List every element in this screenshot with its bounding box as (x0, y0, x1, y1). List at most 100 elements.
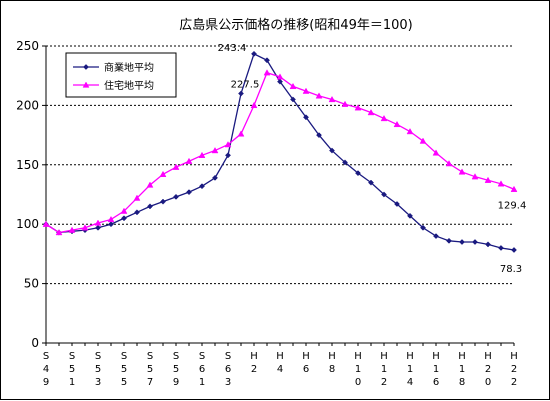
data-point (497, 180, 505, 187)
x-tick-label-char: 9 (173, 377, 179, 388)
data-point (328, 95, 336, 103)
data-point (173, 193, 179, 200)
data-point (199, 183, 205, 190)
x-tick-label-char: H (328, 351, 336, 362)
data-point (83, 64, 89, 70)
x-tick-label: S 6 1 (199, 351, 205, 388)
axes (42, 45, 515, 346)
chart-title: 広島県公示価格の推移(昭和49年＝100) (179, 17, 413, 33)
x-tick-label-char: H (380, 351, 388, 362)
x-tick-label-char: H (406, 351, 414, 362)
x-tick-label-char: H (250, 351, 258, 362)
legend-label: 商業地平均 (104, 61, 154, 74)
data-point (94, 219, 102, 226)
x-tick-label-char: 5 (95, 364, 101, 375)
data-point (160, 198, 166, 205)
x-tick-label-char: H (458, 351, 466, 362)
x-tick-label-char: 6 (433, 377, 439, 388)
data-point (342, 159, 348, 166)
data-point (302, 87, 310, 94)
data-point (237, 130, 245, 137)
x-tick-label-char: H (354, 351, 362, 362)
x-tick-label-char: 6 (199, 364, 205, 375)
x-tick-label-char: 1 (433, 364, 439, 375)
data-point (95, 224, 101, 231)
x-tick-label-char: 5 (147, 364, 153, 375)
data-point (446, 237, 452, 244)
x-tick-label-char: 7 (147, 377, 153, 388)
x-tick-label-char: 3 (95, 377, 101, 388)
data-point (251, 50, 257, 57)
data-point (381, 191, 387, 198)
x-tick-label-char: S (95, 351, 101, 362)
data-point (407, 212, 413, 219)
data-point (433, 233, 439, 240)
x-tick-label-char: 1 (407, 364, 413, 375)
data-point (172, 163, 180, 170)
data-point (459, 239, 465, 245)
series-residential (42, 69, 518, 236)
legend-label: 住宅地平均 (104, 79, 154, 92)
data-point (198, 151, 206, 158)
x-tick-label-char: S (69, 351, 75, 362)
data-point (82, 81, 90, 88)
data-point (238, 90, 244, 97)
x-tick-label-char: 6 (225, 364, 231, 375)
data-point (485, 241, 491, 248)
data-point (303, 114, 309, 121)
x-tick-label: H 2 0 (484, 351, 492, 388)
x-tick-label-char: S (173, 351, 179, 362)
data-point (133, 194, 141, 201)
x-tick-label-char: 2 (251, 364, 257, 375)
x-tick-label: H4 (276, 351, 284, 375)
x-tick-label: S 5 3 (95, 351, 101, 388)
y-tick-label: 150 (16, 158, 39, 172)
data-point (355, 170, 361, 177)
data-point (121, 215, 127, 222)
data-point (42, 220, 50, 227)
data-label: 78.3 (500, 264, 522, 275)
series (42, 50, 518, 253)
data-point (354, 104, 362, 111)
x-tick-label-char: S (121, 351, 127, 362)
x-tick-labels: S49S51S53S55S57S59S61S63H2H4H6H8H10H12H1… (43, 351, 518, 388)
data-point (55, 229, 63, 236)
x-tick-label: H 1 4 (406, 351, 414, 388)
y-tick-labels: 0 50 100 150 200 250 (16, 39, 39, 350)
data-point (290, 96, 296, 103)
x-tick-label-char: S (147, 351, 153, 362)
data-point (263, 69, 271, 76)
x-tick-label-char: S (225, 351, 231, 362)
data-point (511, 247, 517, 253)
x-tick-label-char: H (432, 351, 440, 362)
data-point (498, 245, 504, 251)
data-point (250, 101, 258, 109)
y-tick-label: 200 (16, 98, 39, 112)
data-point (445, 160, 453, 167)
data-point (484, 176, 492, 183)
data-point (276, 73, 284, 80)
x-tick-label-char: 0 (485, 377, 491, 388)
data-point (186, 189, 192, 196)
x-tick-label-char: H (510, 351, 518, 362)
data-point (134, 209, 140, 216)
y-tick-label: 50 (24, 277, 39, 291)
x-tick-label: H 1 6 (432, 351, 440, 388)
data-point (368, 179, 374, 186)
data-point (472, 239, 478, 245)
data-point (212, 174, 218, 181)
x-tick-label-char: 2 (485, 364, 491, 375)
x-tick-label-char: 2 (511, 364, 517, 375)
data-point (367, 109, 375, 116)
data-point (211, 147, 219, 154)
x-tick-label-char: 6 (303, 364, 309, 375)
x-tick-label-char: 3 (225, 377, 231, 388)
data-point (108, 221, 114, 228)
x-tick-label: H 1 8 (458, 351, 466, 388)
x-tick-label-char: H (302, 351, 310, 362)
data-point (289, 82, 297, 90)
y-tick-label: 0 (31, 336, 39, 350)
x-tick-label-char: 8 (329, 364, 335, 375)
